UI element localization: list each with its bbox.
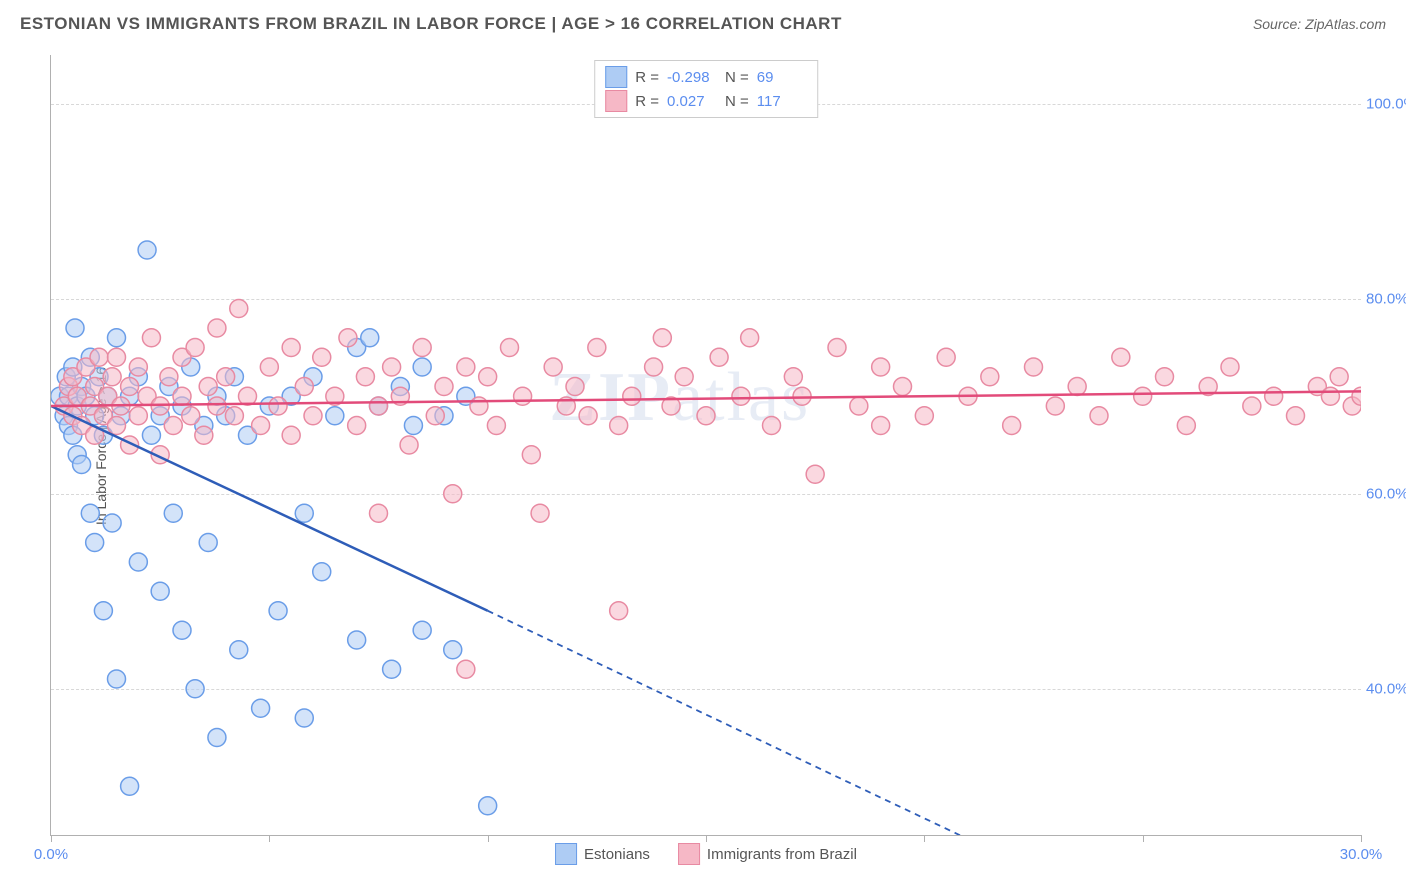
y-tick-label: 40.0% <box>1366 680 1406 697</box>
y-tick-label: 100.0% <box>1366 95 1406 112</box>
legend-item-estonians: Estonians <box>555 843 650 865</box>
x-tick-label: 0.0% <box>34 846 68 863</box>
x-tick <box>488 835 489 842</box>
x-tick-label: 30.0% <box>1340 846 1383 863</box>
stats-row-estonians: R = -0.298 N = 69 <box>605 65 807 89</box>
swatch-estonians <box>605 66 627 88</box>
y-tick-label: 60.0% <box>1366 485 1406 502</box>
x-tick <box>706 835 707 842</box>
x-tick <box>1143 835 1144 842</box>
scatter-plot <box>51 55 1361 835</box>
swatch-brazil <box>605 90 627 112</box>
stats-legend: R = -0.298 N = 69 R = 0.027 N = 117 <box>594 60 818 118</box>
x-tick <box>1361 835 1362 842</box>
chart-title: ESTONIAN VS IMMIGRANTS FROM BRAZIL IN LA… <box>20 14 842 34</box>
bottom-legend: Estonians Immigrants from Brazil <box>555 843 857 865</box>
stats-row-brazil: R = 0.027 N = 117 <box>605 89 807 113</box>
chart-area: ZIPatlas R = -0.298 N = 69 R = 0.027 N =… <box>50 55 1361 836</box>
swatch-estonians-icon <box>555 843 577 865</box>
y-tick-label: 80.0% <box>1366 290 1406 307</box>
x-tick <box>51 835 52 842</box>
swatch-brazil-icon <box>678 843 700 865</box>
x-tick <box>269 835 270 842</box>
x-tick <box>924 835 925 842</box>
legend-item-brazil: Immigrants from Brazil <box>678 843 857 865</box>
source-label: Source: ZipAtlas.com <box>1253 16 1386 32</box>
